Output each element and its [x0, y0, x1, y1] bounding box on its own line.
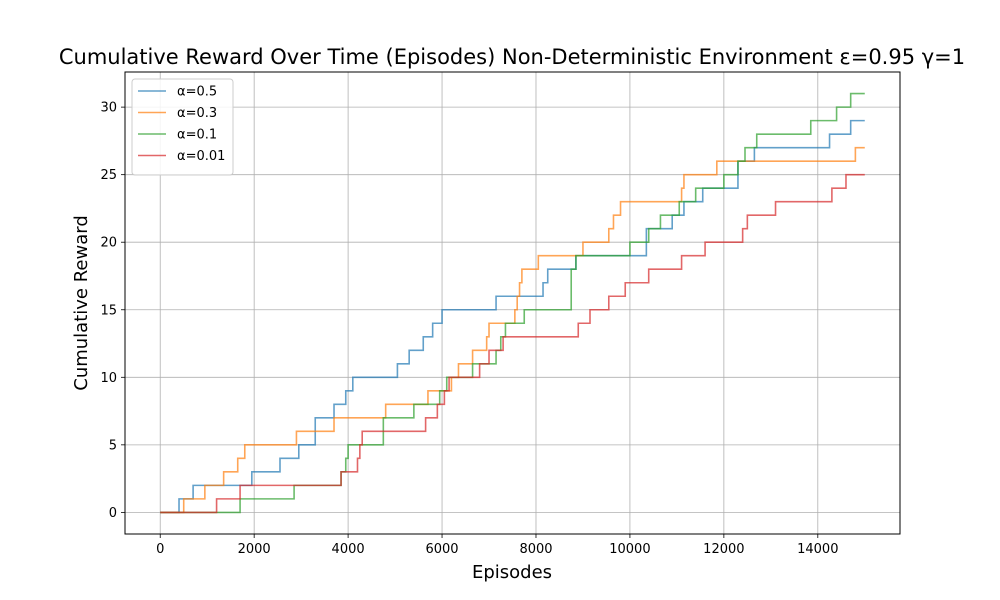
- series-line-2: [160, 146, 865, 514]
- x-tick-label: 12000: [703, 542, 744, 557]
- x-tick-label: 10000: [609, 542, 650, 557]
- y-tick-label: 30: [100, 101, 117, 116]
- x-tick-label: 0: [156, 542, 164, 557]
- legend-entry-label: α=0.5: [177, 85, 217, 100]
- legend: α=0.5 α=0.3 α=0.1 α=0.01: [131, 78, 234, 176]
- legend-box: [131, 78, 234, 176]
- axis-ticks: 0 2000 4000 6000 8000 10000 12000 14000 0 5 10 15 20…: [100, 101, 838, 557]
- y-axis-label: Cumulative Reward: [71, 215, 92, 391]
- y-tick-label: 0: [109, 506, 117, 521]
- plot-frame: [124, 71, 901, 535]
- series-line-3: [160, 92, 865, 514]
- chart-title: Cumulative Reward Over Time (Episodes) N…: [59, 45, 965, 69]
- plot-area: [125, 72, 900, 534]
- y-tick-label: 25: [100, 168, 117, 183]
- series-lines: [160, 92, 865, 514]
- y-tick-label: 10: [100, 371, 117, 386]
- y-tick-label: 5: [109, 438, 117, 453]
- x-tick-label: 14000: [797, 542, 838, 557]
- legend-entry-label: α=0.3: [177, 106, 217, 121]
- grid: [125, 72, 900, 534]
- legend-entry-label: α=0.01: [177, 149, 225, 164]
- series-line-4: [160, 173, 865, 514]
- y-tick-label: 15: [100, 303, 117, 318]
- x-tick-label: 8000: [519, 542, 552, 557]
- y-tick-label: 20: [100, 236, 117, 251]
- x-tick-label: 4000: [332, 542, 365, 557]
- x-tick-label: 6000: [425, 542, 458, 557]
- x-axis-label: Episodes: [472, 562, 552, 583]
- x-tick-label: 2000: [238, 542, 271, 557]
- legend-entry-label: α=0.1: [177, 128, 217, 143]
